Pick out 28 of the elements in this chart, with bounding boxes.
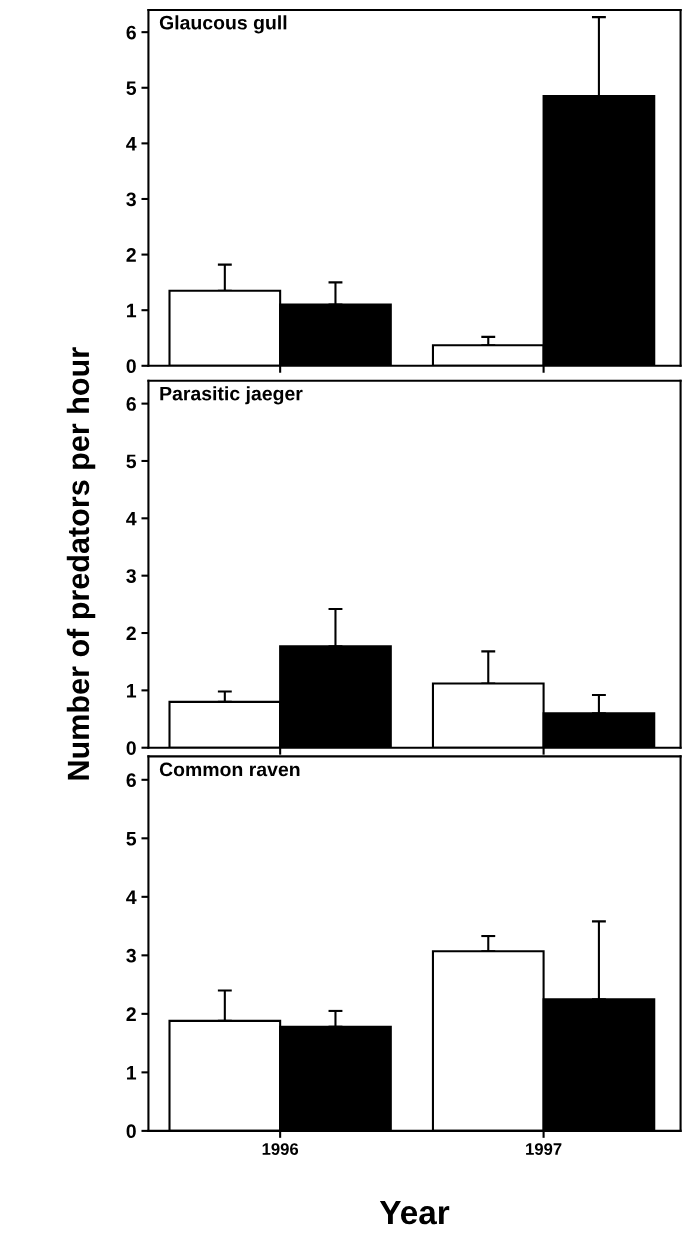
y-tick-label: 3 (126, 569, 136, 583)
y-axis-title: Number of predators per hour (66, 347, 96, 780)
y-tick-label: 6 (126, 397, 136, 411)
y-tick-label: 0 (126, 359, 136, 374)
y-tick-label: 6 (126, 25, 136, 40)
chart-title: Common raven (159, 762, 300, 777)
y-tick-label: 4 (126, 890, 137, 904)
y-tick-label: 1 (127, 684, 137, 698)
y-tick-label: 2 (126, 1007, 136, 1021)
x-axis-title: Year (379, 1201, 450, 1225)
y-tick-label: 1 (127, 1066, 137, 1080)
y-tick-label: 3 (126, 192, 136, 207)
y-tick-label: 4 (126, 137, 137, 151)
chart-title: Glaucous gull (159, 15, 287, 34)
x-tick-label: 1997 (526, 1143, 562, 1155)
y-tick-label: 2 (126, 626, 136, 641)
y-tick-label: 3 (126, 948, 136, 963)
y-tick-label: 5 (126, 454, 137, 469)
y-tick-label: 2 (126, 248, 136, 262)
y-tick-label: 0 (126, 1124, 136, 1139)
y-tick-label: 4 (126, 511, 137, 526)
chart-title: Parasitic jaeger (160, 386, 303, 405)
y-tick-label: 1 (127, 303, 137, 318)
y-tick-label: 6 (126, 773, 136, 788)
y-tick-label: 5 (126, 831, 137, 846)
y-tick-label: 5 (126, 81, 137, 96)
x-tick-label: 1996 (262, 1143, 299, 1155)
y-tick-label: 0 (126, 741, 136, 755)
